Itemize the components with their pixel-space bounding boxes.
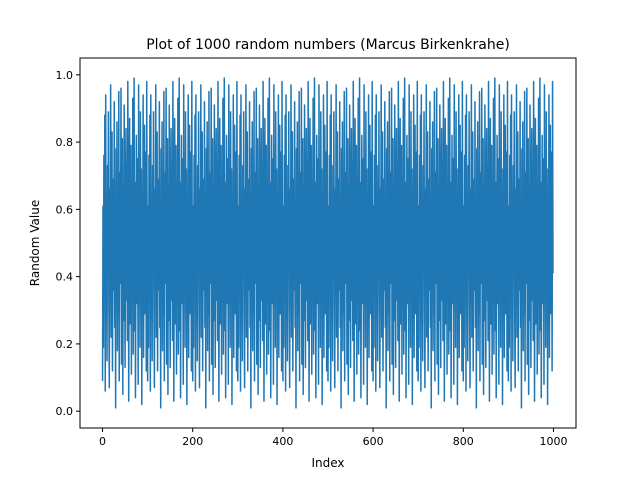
y-tick-label: 0.4 xyxy=(56,271,74,284)
x-tick-label: 0 xyxy=(99,435,106,448)
y-tick-label: 0.0 xyxy=(56,405,74,418)
axes-frame xyxy=(79,57,577,429)
y-tick-label: 0.2 xyxy=(56,338,74,351)
x-tick-label: 600 xyxy=(363,435,384,448)
y-tick-label: 0.6 xyxy=(56,203,74,216)
x-tick-label: 200 xyxy=(182,435,203,448)
chart-title: Plot of 1000 random numbers (Marcus Birk… xyxy=(146,37,510,53)
x-tick-label: 1000 xyxy=(539,435,567,448)
x-tick-label: 800 xyxy=(453,435,474,448)
y-axis-ticks: 0.0 0.2 0.4 0.6 0.8 1.0 xyxy=(56,69,80,418)
series-line-0 xyxy=(101,77,554,409)
y-tick-label: 1.0 xyxy=(56,69,74,82)
x-tick-label: 400 xyxy=(272,435,293,448)
y-tick-label: 0.8 xyxy=(56,136,74,149)
x-axis-label: Index xyxy=(311,456,344,470)
x-axis-ticks: 0 200 400 600 800 1000 xyxy=(99,428,567,448)
plot-layer xyxy=(101,77,554,409)
y-axis-label: Random Value xyxy=(28,200,42,286)
